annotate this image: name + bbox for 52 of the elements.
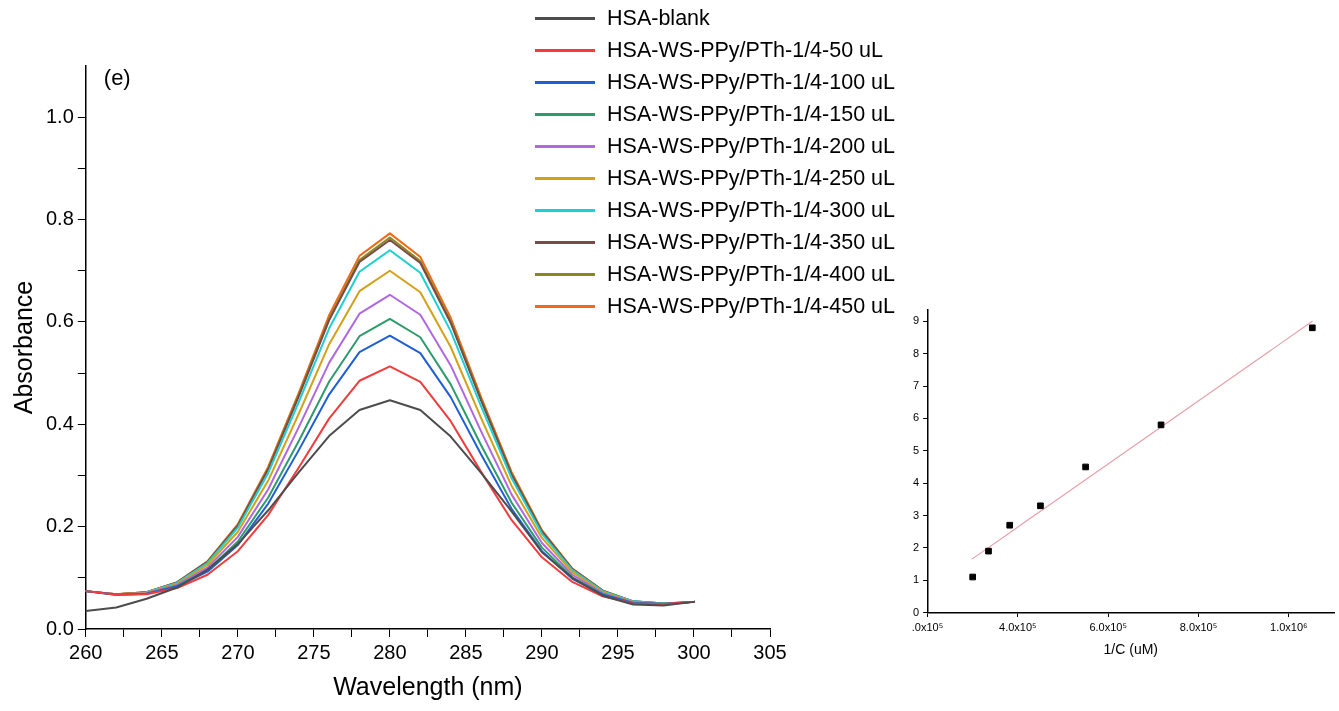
point (1308, 324, 1316, 332)
legend-label: HSA-WS-PPy/PTh-1/4-250 uL (607, 165, 895, 192)
y-tick-label: 8 (912, 346, 920, 359)
x-tick-label: 265 (145, 640, 179, 663)
y-tick-label: 0.0 (45, 616, 74, 639)
y-tick-label: 1.0 (45, 104, 74, 127)
x-axis-title: Wavelength (nm) (333, 671, 523, 700)
point (1157, 421, 1165, 429)
x-tick-label: 4.0x10⁵ (999, 620, 1037, 633)
legend-label: HSA-WS-PPy/PTh-1/4-150 uL (607, 101, 895, 128)
annotation: (e) (103, 65, 131, 91)
x-tick-label: 300 (677, 640, 711, 663)
y-tick-label: 0.6 (45, 309, 74, 332)
x-tick-label: 270 (221, 640, 255, 663)
y-axis-title: Absorbance (8, 280, 37, 415)
y-tick-label: 0.2 (45, 514, 74, 537)
legend-label: HSA-WS-PPy/PTh-1/4-350 uL (607, 229, 895, 256)
x-tick-label: 285 (449, 640, 483, 663)
x-tick-label: 8.0x10⁵ (1179, 620, 1218, 633)
x-tick-label: 6.0x10⁵ (1089, 620, 1127, 633)
y-tick-label: 0.8 (45, 207, 74, 230)
point (1006, 521, 1014, 529)
legend-label: HSA-WS-PPy/PTh-1/4-200 uL (607, 133, 895, 160)
legend-label: HSA-WS-PPy/PTh-1/4-100 uL (607, 69, 895, 96)
legend-label: HSA-WS-PPy/PTh-1/4-400 uL (607, 261, 895, 288)
x-tick-label: 275 (297, 640, 331, 663)
point (1082, 463, 1089, 471)
x-tick-label: 290 (525, 640, 559, 663)
y-tick-label: 9 (912, 314, 920, 327)
x-tick-label: 295 (601, 640, 635, 663)
x-tick-label: .0x10⁵ (911, 620, 944, 633)
y-tick-label: 7 (912, 379, 920, 392)
x-tick-label: 305 (753, 640, 787, 663)
x-tick-label: 1.0x10⁶ (1270, 620, 1308, 633)
point (985, 547, 992, 555)
point (1037, 502, 1044, 510)
y-tick-label: 4 (912, 476, 920, 489)
legend-label: HSA-WS-PPy/PTh-1/4-50 uL (607, 37, 884, 64)
x-tick-label: 260 (69, 640, 103, 663)
y-tick-label: 2 (912, 540, 920, 553)
y-tick-label: 0 (912, 605, 920, 618)
y-tick-label: 1 (912, 573, 920, 586)
y-tick-label: 5 (912, 443, 920, 456)
x-axis-title: 1/C (uM) (1103, 641, 1158, 658)
point (969, 573, 977, 581)
y-tick-label: 0.4 (45, 411, 74, 434)
x-tick-label: 280 (373, 640, 407, 663)
y-tick-label: 6 (912, 411, 920, 424)
legend-label: HSA-WS-PPy/PTh-1/4-450 uL (607, 293, 895, 320)
legend-label: HSA-WS-PPy/PTh-1/4-300 uL (607, 197, 895, 224)
y-tick-label: 3 (912, 508, 920, 521)
legend-label: HSA-blank (607, 5, 710, 32)
